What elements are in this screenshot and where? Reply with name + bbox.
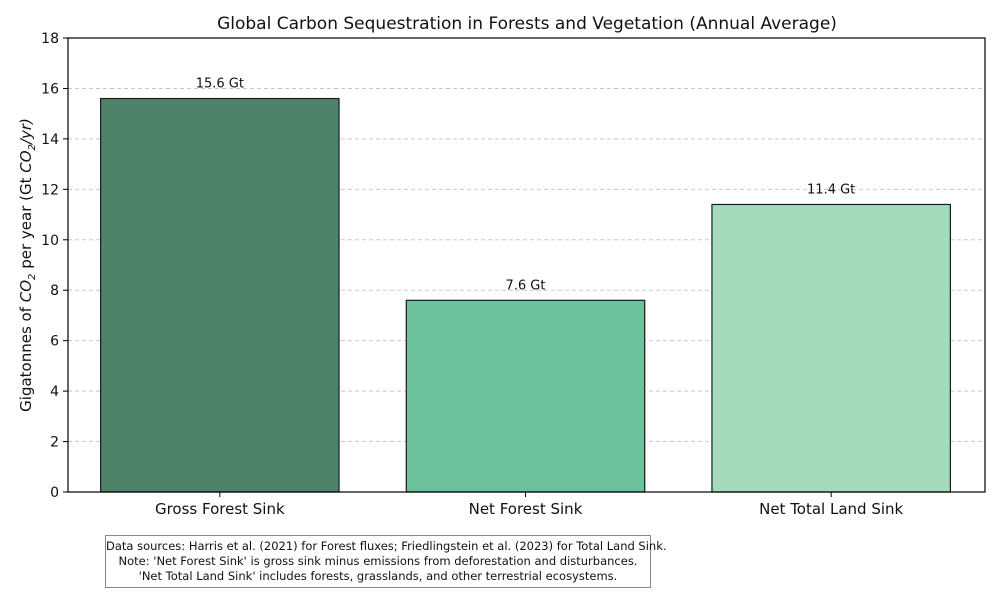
y-tick-label: 10 [41,233,59,249]
bar-value-label: 7.6 Gt [506,278,546,293]
bar [405,299,646,493]
x-axis-ticks: Gross Forest Sink Net Forest Sink Net Tota… [155,492,904,518]
chart-title: Global Carbon Sequestration in Forests a… [217,14,837,34]
y-tick-label: 6 [50,334,59,350]
y-tick-label: 16 [41,81,59,97]
x-tick-label: Net Total Land Sink [759,500,903,518]
y-tick-label: 18 [41,31,59,47]
y-axis-ticks: 0 2 4 6 8 10 12 14 16 18 [41,31,68,501]
note-line: Data sources: Harris et al. (2021) for F… [106,539,667,553]
note-line: 'Net Total Land Sink' includes forests, … [138,569,618,583]
bar [711,203,951,493]
y-tick-label: 14 [41,132,59,148]
y-tick-label: 8 [50,283,59,299]
y-tick-label: 4 [50,384,59,400]
x-tick-label: Gross Forest Sink [155,500,285,518]
bar [100,97,340,493]
data-labels: 15.6 Gt 7.6 Gt 11.4 Gt [196,77,856,294]
bar-value-label: 11.4 Gt [807,182,855,197]
data-source-note: Data sources: Harris et al. (2021) for F… [105,535,667,588]
y-axis-label: Gigatonnes of CO2 per year (Gt CO2/yr) [17,118,38,412]
x-tick-label: Net Forest Sink [469,500,583,518]
bars [100,97,951,493]
y-tick-label: 12 [41,182,59,198]
y-tick-label: 0 [50,485,59,501]
bar-value-label: 15.6 Gt [196,77,244,92]
plot-frame [67,37,986,493]
y-tick-label: 2 [50,435,59,451]
note-line: Note: 'Net Forest Sink' is gross sink mi… [118,554,638,568]
